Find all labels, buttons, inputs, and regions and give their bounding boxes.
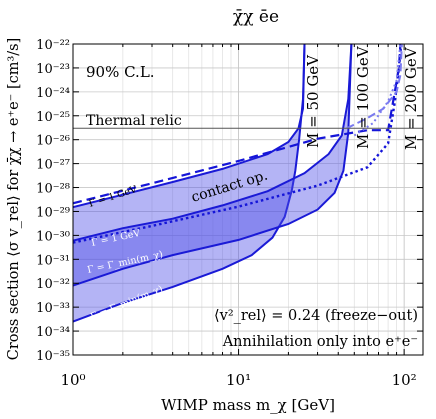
y-tick-label: 10⁻²³ — [36, 62, 70, 77]
band-upper-line — [73, 44, 353, 242]
x-axis-label: WIMP mass m_χ [GeV] — [161, 396, 335, 414]
annihilation-note: Annihilation only into e⁺e⁻ — [222, 334, 418, 350]
y-tick-label: 10⁻²⁹ — [36, 205, 70, 220]
bands — [73, 44, 353, 323]
series-line — [73, 44, 403, 244]
thermal-relic-label: Thermal relic — [86, 113, 182, 129]
series-line — [353, 44, 402, 137]
band-area — [73, 44, 305, 322]
m100-label: M = 100 GeV — [354, 45, 372, 149]
y-tick-label: 10⁻³² — [36, 277, 70, 292]
y-tick-label: 10⁻²⁵ — [36, 110, 70, 125]
y-tick-label: 10⁻³⁴ — [36, 325, 70, 340]
series-lines — [73, 44, 403, 244]
y-tick-label: 10⁻²⁸ — [36, 182, 70, 197]
y-tick-label: 10⁻³³ — [36, 301, 70, 316]
m50-label: M = 50 GeV — [304, 54, 322, 148]
freeze-out-note: ⟨v²_rel⟩ = 0.24 (freeze−out) — [214, 308, 418, 324]
y-tick-label: 10⁻³¹ — [36, 253, 70, 268]
y-axis-ticks: 10⁻²² 10⁻²³ 10⁻²⁴ 10⁻²⁵ 10⁻²⁶ 10⁻²⁷ 10⁻²⁸ 10⁻²⁹… — [36, 38, 423, 364]
x-tick-label: 10⁰ — [60, 371, 85, 389]
y-axis-label: Cross section ⟨σ v_rel⟩ for χ̄χ → e⁺e⁻ [… — [6, 38, 22, 361]
chart-title: χ̄χ ēe — [233, 7, 279, 27]
plot-frame — [72, 43, 424, 356]
band-lower-line — [73, 44, 353, 287]
y-tick-label: 10⁻²² — [36, 38, 70, 53]
y-tick-label: 10⁻²⁴ — [36, 86, 70, 101]
x-tick-label: 10² — [392, 371, 417, 389]
x-axis-ticks: 10⁰ 10¹ 10² — [60, 44, 417, 389]
y-tick-label: 10⁻²⁶ — [36, 134, 70, 149]
x-tick-label: 10¹ — [226, 371, 251, 389]
grid — [72, 43, 423, 356]
y-tick-label: 10⁻²⁷ — [36, 158, 70, 173]
confidence-level-label: 90% C.L. — [86, 63, 155, 81]
y-tick-label: 10⁻³⁵ — [36, 349, 70, 364]
series-line — [346, 44, 403, 130]
y-tick-label: 10⁻³⁰ — [36, 229, 70, 244]
m200-label: M = 200 GeV — [402, 46, 420, 150]
